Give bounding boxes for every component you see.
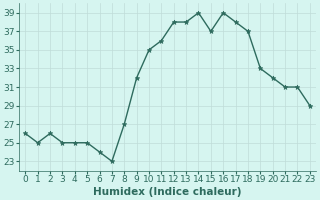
X-axis label: Humidex (Indice chaleur): Humidex (Indice chaleur) — [93, 187, 242, 197]
